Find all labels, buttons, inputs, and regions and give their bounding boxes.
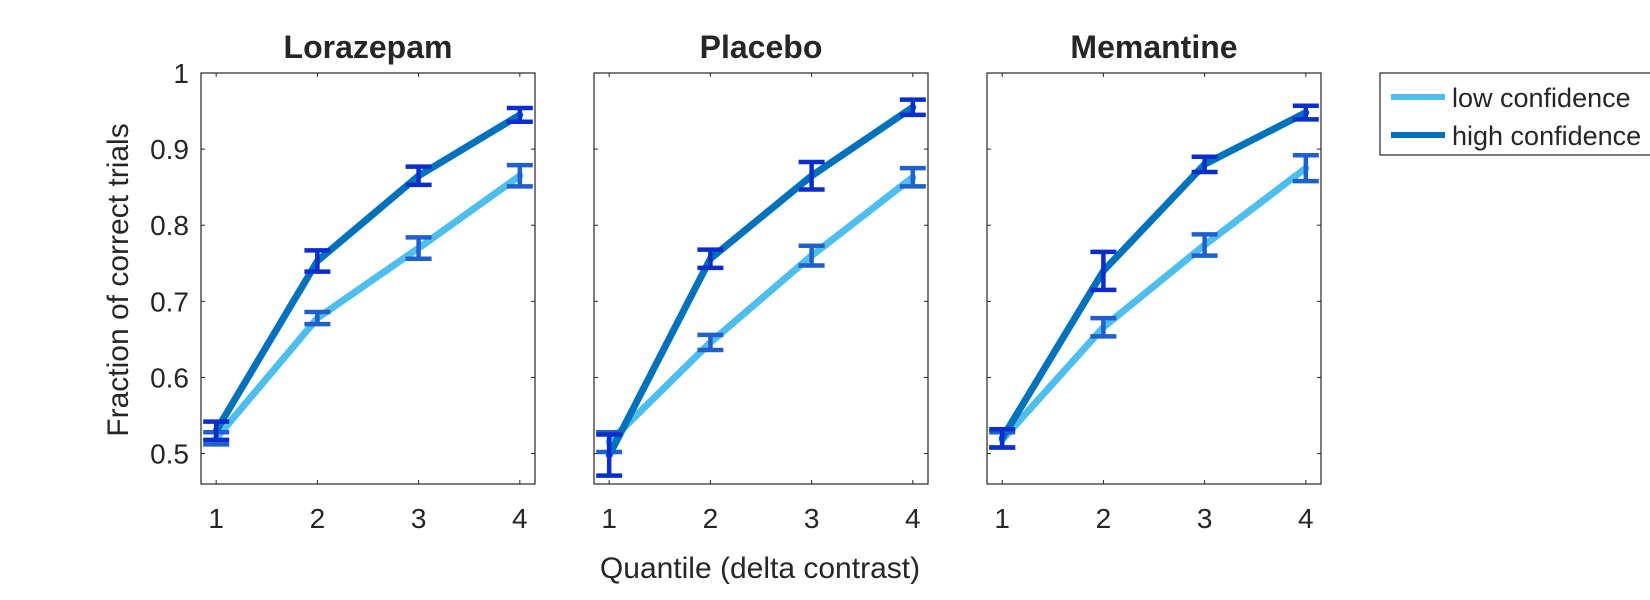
error-bar-low-confidence-memantine xyxy=(1191,232,1218,258)
panel-memantine: Memantine 1 2 3 4 xyxy=(986,29,1322,534)
x-tick-label-lorazepam: 1 xyxy=(208,503,224,534)
panel-title-memantine: Memantine xyxy=(1070,29,1237,65)
panel-title-lorazepam: Lorazepam xyxy=(284,29,453,65)
error-bar-low-confidence-placebo xyxy=(697,332,724,353)
series-line-high-confidence-memantine xyxy=(998,109,1310,442)
axes-box-memantine xyxy=(986,72,1322,485)
series-line-high-confidence-placebo xyxy=(605,103,917,459)
error-bar-low-confidence-memantine xyxy=(1090,315,1117,339)
legend-box xyxy=(1379,72,1650,156)
error-bar-high-confidence-placebo xyxy=(798,159,825,192)
x-tick-label-lorazepam: 2 xyxy=(310,503,326,534)
x-tick-label-placebo: 2 xyxy=(703,503,719,534)
x-tick-label-memantine: 1 xyxy=(994,503,1010,534)
error-bar-low-confidence-placebo xyxy=(899,165,926,189)
panel-title-placebo: Placebo xyxy=(700,29,823,65)
error-bar-low-confidence-lorazepam xyxy=(506,162,533,189)
error-bar-high-confidence-placebo xyxy=(697,247,724,271)
panel-placebo: Placebo 1 2 3 4 xyxy=(593,29,929,534)
error-bar-high-confidence-memantine xyxy=(1191,154,1218,175)
error-bar-high-confidence-placebo xyxy=(899,97,926,118)
panels: Lorazepam 0.5 0.6 0.7 0.8 0.9 1 1 2 3 4 Placebo 1 2 3 4… xyxy=(150,29,1322,534)
series-line-low-confidence-lorazepam xyxy=(212,172,524,442)
series-line-high-confidence-lorazepam xyxy=(212,111,524,435)
x-tick-label-memantine: 4 xyxy=(1298,503,1314,534)
error-bar-low-confidence-memantine xyxy=(1292,152,1319,184)
x-tick-label-placebo: 4 xyxy=(905,503,921,534)
x-tick-label-lorazepam: 4 xyxy=(512,503,528,534)
y-tick-label: 0.6 xyxy=(150,362,189,393)
panel-lorazepam: Lorazepam 0.5 0.6 0.7 0.8 0.9 1 1 2 3 4 xyxy=(150,29,536,534)
x-tick-label-placebo: 3 xyxy=(804,503,820,534)
x-tick-label-memantine: 2 xyxy=(1096,503,1112,534)
legend: low confidence high confidence xyxy=(1379,72,1650,156)
y-axis-label: Fraction of correct trials xyxy=(102,123,135,436)
y-tick-label: 0.7 xyxy=(150,286,189,317)
error-bar-high-confidence-lorazepam xyxy=(405,164,432,188)
error-bar-low-confidence-placebo xyxy=(798,243,825,268)
x-tick-label-placebo: 1 xyxy=(601,503,617,534)
error-bar-high-confidence-memantine xyxy=(989,426,1016,450)
error-bar-high-confidence-placebo xyxy=(596,432,623,478)
y-tick-label: 1 xyxy=(173,58,189,89)
series-line-low-confidence-memantine xyxy=(998,164,1310,444)
y-tick-label: 0.8 xyxy=(150,210,189,241)
series-line-low-confidence-placebo xyxy=(605,173,917,446)
axes-box-placebo xyxy=(593,72,929,485)
error-bar-high-confidence-lorazepam xyxy=(203,419,230,443)
x-tick-label-lorazepam: 3 xyxy=(411,503,427,534)
error-bar-low-confidence-lorazepam xyxy=(405,235,432,261)
error-bar-high-confidence-lorazepam xyxy=(506,105,533,124)
x-tick-label-memantine: 3 xyxy=(1197,503,1213,534)
y-tick-label: 0.5 xyxy=(150,439,189,470)
legend-label-high-confidence: high confidence xyxy=(1452,121,1641,151)
y-tick-label: 0.9 xyxy=(150,134,189,165)
error-bar-low-confidence-lorazepam xyxy=(304,309,331,327)
error-bar-high-confidence-memantine xyxy=(1292,103,1319,122)
legend-label-low-confidence: low confidence xyxy=(1452,83,1631,113)
error-bar-high-confidence-memantine xyxy=(1090,249,1117,293)
x-axis-label: Quantile (delta contrast) xyxy=(600,552,920,585)
error-bar-high-confidence-lorazepam xyxy=(304,248,331,274)
